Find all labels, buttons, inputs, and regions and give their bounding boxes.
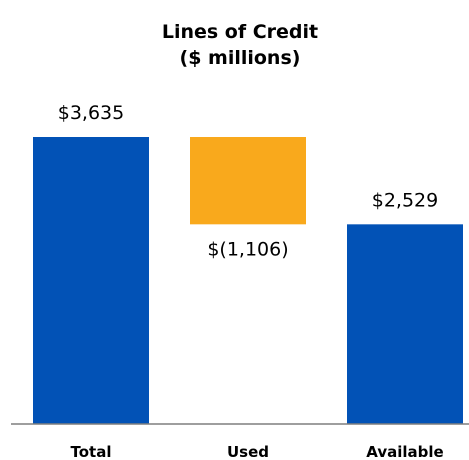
bar-used [190, 137, 306, 225]
chart-title: Lines of Credit [162, 21, 318, 43]
value-label-available: $2,529 [372, 189, 438, 211]
bar-total [33, 137, 149, 424]
bar-available [347, 224, 463, 424]
category-label-total: Total [71, 443, 112, 460]
value-label-total: $3,635 [58, 102, 124, 124]
category-label-available: Available [366, 443, 443, 460]
category-label-used: Used [227, 443, 269, 460]
value-label-used: $(1,106) [207, 238, 288, 260]
chart-marks: $3,635 Total $(1,106) Used $2,529 Available [33, 102, 463, 460]
chart-subtitle: ($ millions) [180, 47, 301, 69]
